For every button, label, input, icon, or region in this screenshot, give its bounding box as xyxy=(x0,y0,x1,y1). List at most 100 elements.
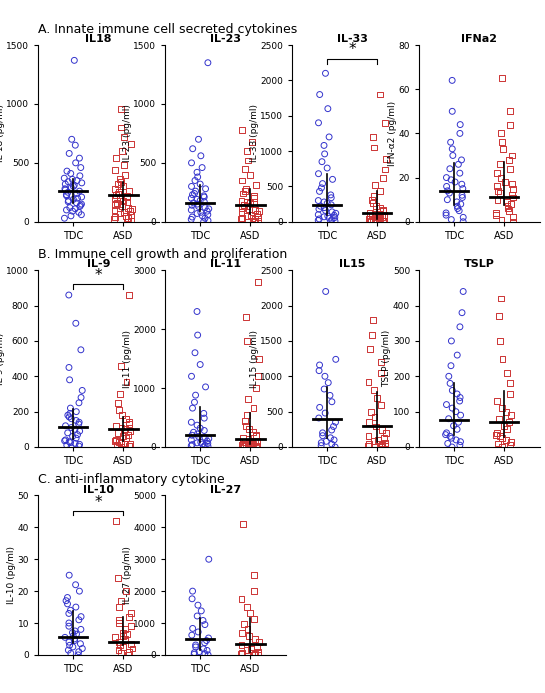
Point xyxy=(66,437,75,448)
Point xyxy=(459,212,468,223)
Point xyxy=(203,209,212,220)
Point xyxy=(194,626,203,638)
Point xyxy=(113,439,122,450)
Point xyxy=(445,188,454,199)
Point xyxy=(190,188,199,199)
Point xyxy=(64,187,72,198)
Point xyxy=(254,215,263,226)
Point xyxy=(326,189,335,200)
Point xyxy=(76,200,85,211)
Point xyxy=(194,134,203,145)
Point xyxy=(504,416,513,428)
Point xyxy=(492,209,501,220)
Point xyxy=(187,435,196,446)
Text: *: * xyxy=(95,495,102,510)
Point xyxy=(193,611,202,622)
Point xyxy=(123,191,131,202)
Point xyxy=(327,192,336,203)
Point xyxy=(238,213,247,224)
Point xyxy=(116,640,124,651)
Point xyxy=(117,201,126,212)
Point xyxy=(244,424,253,435)
Point xyxy=(193,420,202,431)
Point xyxy=(241,416,250,427)
Point xyxy=(66,648,75,659)
Point xyxy=(124,419,133,430)
Point xyxy=(110,214,119,225)
Y-axis label: IFN-α2 (pg/ml): IFN-α2 (pg/ml) xyxy=(388,101,397,166)
Point xyxy=(75,397,83,408)
Point xyxy=(328,396,336,407)
Point xyxy=(71,318,80,329)
Point xyxy=(456,128,464,139)
Point xyxy=(201,202,209,213)
Point xyxy=(247,643,256,654)
Point xyxy=(71,579,80,590)
Point xyxy=(370,142,378,153)
Point xyxy=(115,436,124,447)
Y-axis label: IL-23 (pg/ml): IL-23 (pg/ml) xyxy=(123,105,132,162)
Point xyxy=(68,431,77,442)
Point xyxy=(364,440,373,451)
Point xyxy=(366,406,375,417)
Point xyxy=(314,412,323,423)
Point xyxy=(375,215,384,226)
Point xyxy=(193,199,202,210)
Point xyxy=(246,169,255,180)
Point xyxy=(506,163,514,174)
Point xyxy=(119,642,128,653)
Point xyxy=(492,429,500,440)
Point xyxy=(251,649,259,660)
Point xyxy=(365,416,373,428)
Point xyxy=(241,183,250,194)
Point xyxy=(111,435,119,446)
Point xyxy=(76,344,85,356)
Point xyxy=(243,196,252,207)
Point xyxy=(200,191,209,202)
Point xyxy=(63,166,71,177)
Point xyxy=(255,637,263,648)
Point xyxy=(201,183,210,194)
Point xyxy=(503,201,512,212)
Point xyxy=(125,646,134,657)
Point xyxy=(60,173,69,184)
Point xyxy=(503,424,512,435)
Point xyxy=(452,435,461,446)
Point xyxy=(320,211,329,222)
Point xyxy=(327,200,336,211)
Point xyxy=(187,214,196,225)
Point xyxy=(370,412,379,423)
Point xyxy=(241,164,250,175)
Point xyxy=(110,204,119,216)
Point xyxy=(246,198,255,209)
Point xyxy=(317,437,326,448)
Point xyxy=(251,633,259,644)
Point xyxy=(324,377,332,388)
Point xyxy=(62,189,71,200)
Point xyxy=(200,412,209,423)
Point xyxy=(240,441,249,452)
Point xyxy=(321,205,330,216)
Point xyxy=(328,214,336,225)
Point xyxy=(63,410,72,421)
Point xyxy=(200,196,209,207)
Point xyxy=(317,440,325,451)
Point xyxy=(119,630,128,641)
Point xyxy=(124,649,133,660)
Point xyxy=(122,629,131,640)
Point xyxy=(320,383,329,394)
Point xyxy=(125,416,134,428)
Point xyxy=(204,203,213,214)
Point xyxy=(64,621,73,632)
Point xyxy=(320,196,329,207)
Point xyxy=(367,216,376,227)
Point xyxy=(237,124,246,135)
Point xyxy=(318,156,326,167)
Point xyxy=(505,205,514,216)
Point xyxy=(320,148,329,159)
Point xyxy=(252,441,261,452)
Point xyxy=(365,213,374,225)
Point xyxy=(70,179,78,191)
Point xyxy=(315,186,324,197)
Point xyxy=(237,175,246,186)
